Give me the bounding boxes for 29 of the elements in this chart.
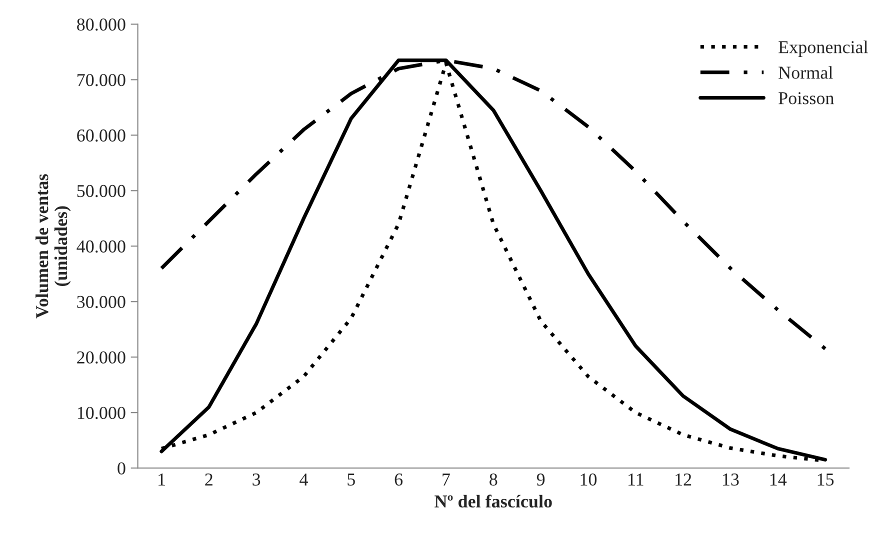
y-tick-label: 30.000: [77, 296, 126, 308]
x-tick-label: 1: [158, 474, 165, 486]
legend-label: Normal: [778, 66, 833, 79]
y-tick-label: 40.000: [76, 240, 126, 253]
x-tick-label: 8: [490, 473, 498, 486]
legend-label: Poisson: [778, 92, 834, 104]
y-tick-label: 50.000: [77, 184, 126, 198]
x-tick-label: 4: [300, 474, 308, 486]
x-tick-label: 12: [676, 473, 692, 486]
x-tick-label: 14: [770, 474, 787, 486]
legend-label: Exponencial: [778, 40, 868, 57]
y-tick-label: 70.000: [78, 74, 126, 86]
y-tick-label: 60.000: [77, 129, 126, 142]
x-tick-label: 13: [723, 473, 739, 486]
x-tick-label: 2: [205, 473, 212, 486]
x-tick-label: 11: [628, 474, 644, 486]
x-tick-label: 9: [536, 473, 545, 486]
x-tick-label: 10: [580, 473, 597, 486]
x-tick-label: 7: [442, 474, 450, 486]
y-tick-label: 0: [118, 462, 126, 474]
x-tick-label: 3: [252, 473, 260, 486]
x-tick-label: 15: [818, 474, 834, 486]
x-tick-label: 5: [348, 474, 355, 486]
y-tick-label: 10.000: [78, 406, 126, 420]
y-axis-title: Volumen de ventas (unidades): [36, 174, 71, 318]
x-tick-label: 6: [394, 473, 403, 486]
y-tick-label: 80.000: [77, 18, 126, 31]
x-axis-title: Nº del fascículo: [434, 494, 552, 508]
y-tick-label: 20.000: [77, 351, 126, 364]
